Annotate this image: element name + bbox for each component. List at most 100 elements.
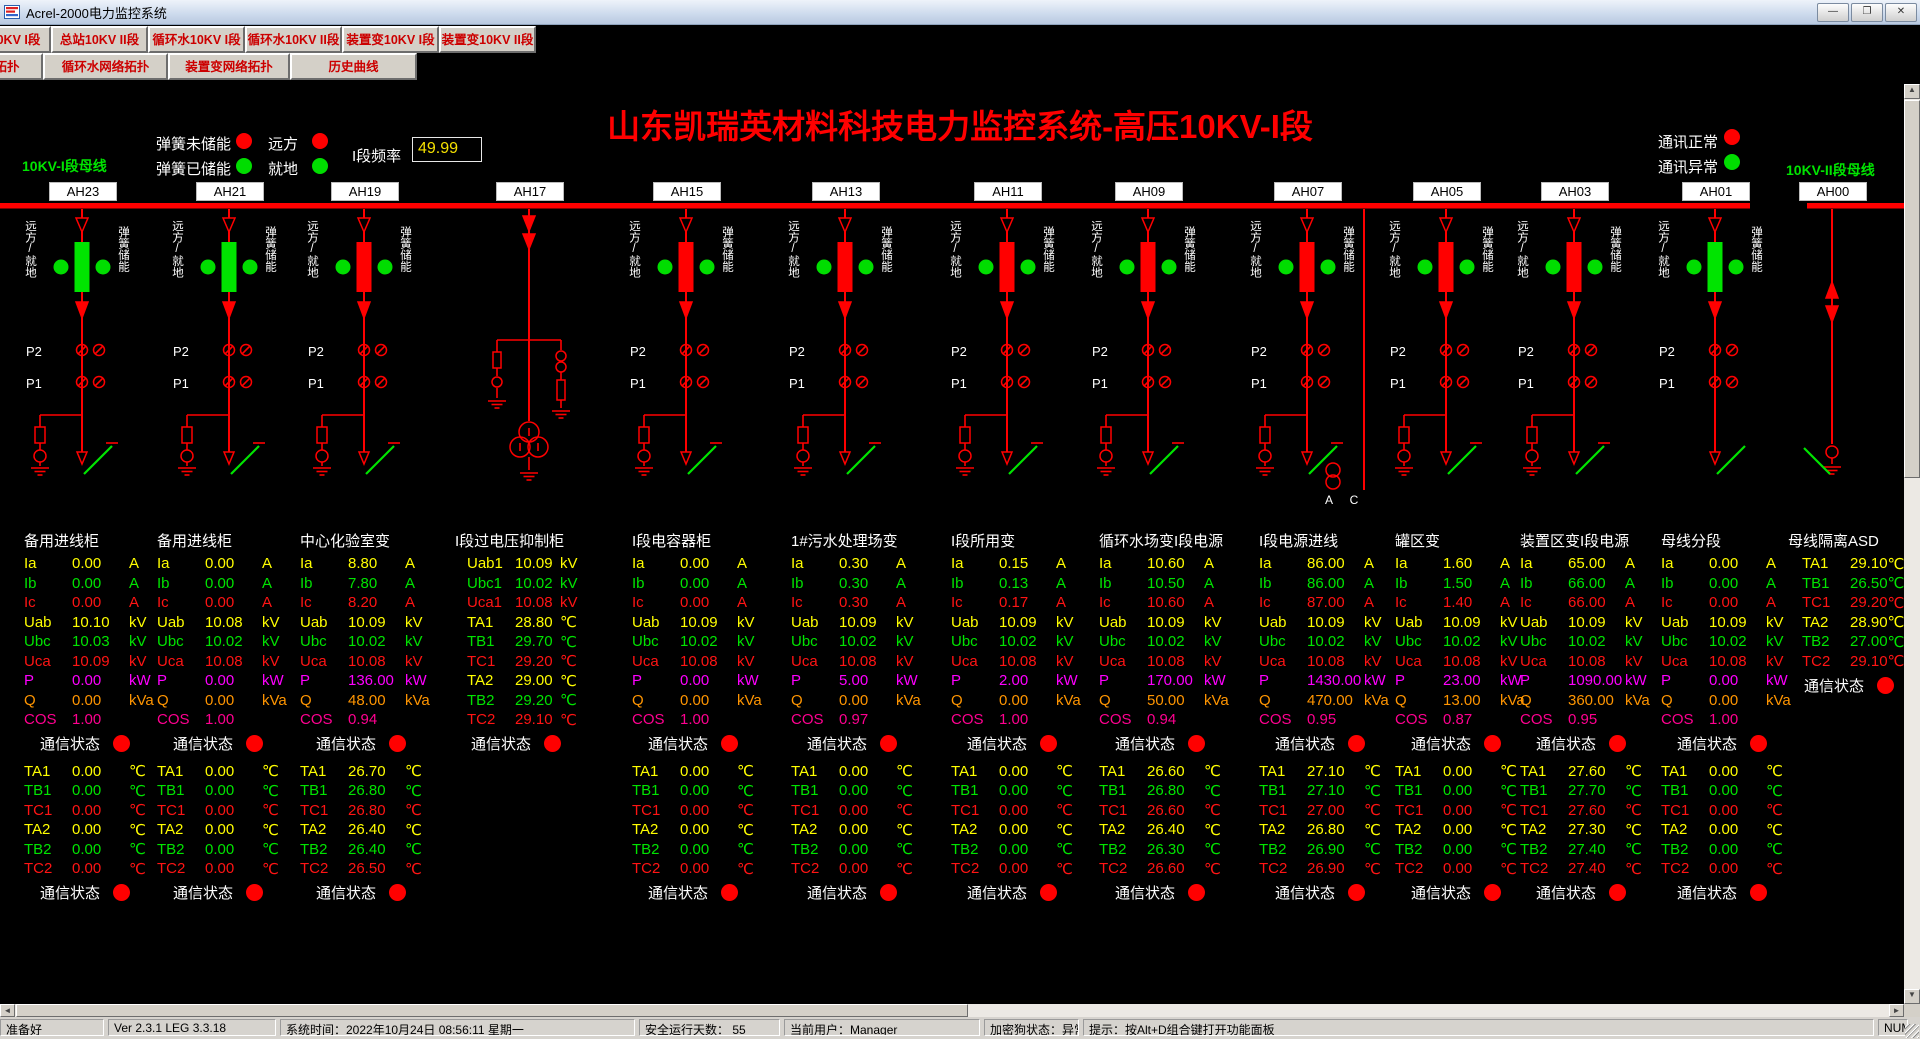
- measurement-row: Q 13.00 kVa: [1395, 691, 1525, 709]
- horizontal-scroll-thumb[interactable]: [16, 1004, 968, 1017]
- comm-status-row: 通信状态: [1661, 732, 1793, 756]
- scroll-down-button[interactable]: ▼: [1904, 989, 1920, 1004]
- feeder-column-AH21: 备用进线柜 Ia 0.00 A Ib 0.00 A Ic 0.00 A Uab 10.08 kV Ubc 1…: [157, 530, 289, 911]
- status-panel-7: NUM: [1878, 1019, 1908, 1036]
- ah-label-AH09: AH09: [1115, 182, 1183, 201]
- scroll-right-button[interactable]: ►: [1889, 1004, 1904, 1017]
- measurement-row: TC2 26.60 ℃: [1099, 860, 1221, 878]
- breaker-AH23[interactable]: [74, 242, 90, 292]
- measurement-row: TA2 26.40 ℃: [300, 821, 422, 839]
- measurement-row: TA2 0.00 ℃: [1661, 821, 1783, 839]
- measurement-row: TB1 0.00 ℃: [157, 782, 279, 800]
- breaker-AH09[interactable]: [1140, 242, 1156, 292]
- svg-text:远方/就地: 远方/就地: [949, 220, 962, 278]
- feeder-name: 中心化验室变: [300, 533, 391, 550]
- svg-text:P1: P1: [630, 376, 646, 391]
- scroll-left-button[interactable]: ◄: [0, 1004, 15, 1017]
- breaker-AH11[interactable]: [999, 242, 1015, 292]
- measurement-row: TA1 26.60 ℃: [1099, 762, 1221, 781]
- menu-button-循环水10KV I段[interactable]: 循环水10KV I段: [148, 26, 245, 53]
- breaker-AH15[interactable]: [678, 242, 694, 292]
- comm-status-row: 通信状态: [455, 732, 587, 756]
- scroll-up-button[interactable]: ▲: [1904, 84, 1920, 99]
- measurement-row: Ia 65.00 A: [1520, 555, 1636, 573]
- measurement-row: TA2 26.40 ℃: [1099, 821, 1221, 839]
- breaker-AH21[interactable]: [221, 242, 237, 292]
- resize-grip[interactable]: [1905, 1024, 1919, 1038]
- menu-button-装置变网络拓扑[interactable]: 装置变网络拓扑: [168, 53, 290, 80]
- menu-button-总站10KV I段[interactable]: 总站10KV I段: [0, 26, 51, 53]
- comm-status-indicator: [721, 735, 739, 752]
- comm-status-label: 通信状态: [807, 736, 868, 753]
- feeder-column-AH03: 装置区变I段电源 Ia 65.00 A Ib 66.00 A Ic 66.00 A Uab 10.09…: [1520, 530, 1652, 911]
- breaker-AH19[interactable]: [356, 242, 372, 292]
- svg-text:P2: P2: [1390, 344, 1406, 359]
- measurement-row: Uca 10.08 kV: [1099, 652, 1222, 670]
- measurement-row: P 0.00 kW: [157, 672, 284, 690]
- minimize-button[interactable]: —: [1817, 3, 1849, 22]
- measurement-row: Q 360.00 kVa: [1520, 691, 1650, 709]
- measurement-row: TB2 27.40 ℃: [1520, 840, 1642, 859]
- measurement-row: Ic 1.40 A: [1395, 594, 1511, 612]
- comm-status-row: 通信状态: [1520, 732, 1652, 756]
- breaker-AH07[interactable]: [1299, 242, 1315, 292]
- measurement-row: Ib 86.00 A: [1259, 574, 1375, 592]
- menu-button-装置变10KV II段[interactable]: 装置变10KV II段: [439, 26, 536, 53]
- breaker-AH05[interactable]: [1438, 242, 1454, 292]
- feeder-circuit-AH07: 远方/就地 弹簧储能 P2 P1 A C: [1249, 209, 1358, 507]
- close-button[interactable]: ✕: [1885, 3, 1917, 22]
- measurement-row: COS 0.94: [300, 711, 378, 729]
- maximize-button[interactable]: ❐: [1851, 3, 1883, 22]
- bus1-label: 10KV-I段母线: [22, 158, 107, 174]
- menu-button-历史曲线[interactable]: 历史曲线: [290, 53, 417, 80]
- svg-text:远方/就地: 远方/就地: [787, 220, 800, 278]
- svg-text:P1: P1: [1518, 376, 1534, 391]
- horizontal-scrollbar[interactable]: ◄ ►: [0, 1004, 1904, 1017]
- measurement-row: Ia 86.00 A: [1259, 555, 1375, 573]
- feeder-name: 母线隔离ASD: [1788, 533, 1879, 550]
- measurement-row: TA1 0.00 ℃: [951, 762, 1073, 781]
- feeder-name: 1#污水处理场变: [791, 533, 898, 550]
- comm-status-indicator: [1877, 676, 1895, 694]
- feeder-circuit-AH15: 远方/就地 弹簧储能 P2 P1: [628, 209, 734, 476]
- comm-status-row: 通信状态: [951, 881, 1083, 905]
- menu-button-总站10KV II段[interactable]: 总站10KV II段: [51, 26, 148, 53]
- measurement-row: Uca1 10.08 kV: [467, 594, 578, 612]
- vertical-scroll-thumb[interactable]: [1904, 100, 1920, 478]
- comm-status-indicator: [113, 735, 131, 752]
- feeder-name: 罐区变: [1395, 533, 1441, 550]
- svg-text:P1: P1: [173, 376, 189, 391]
- measurement-row: P 0.00 kW: [632, 672, 759, 690]
- menu-button-装置变10KV I段[interactable]: 装置变10KV I段: [342, 26, 439, 53]
- measurement-row: P 23.00 kW: [1395, 672, 1522, 690]
- menu-button-循环水网络拓扑[interactable]: 循环水网络拓扑: [43, 53, 168, 80]
- measurement-row: TB1 0.00 ℃: [632, 782, 754, 800]
- ah-label-AH21: AH21: [196, 182, 264, 201]
- vertical-scrollbar[interactable]: ▲ ▼: [1904, 84, 1920, 1004]
- measurement-row: Uca 10.08 kV: [951, 652, 1074, 670]
- comm-status-indicator: [1609, 884, 1627, 901]
- breaker-AH13[interactable]: [837, 242, 853, 292]
- breaker-AH01[interactable]: [1707, 242, 1723, 292]
- menu-button-循环水10KV II段[interactable]: 循环水10KV II段: [245, 26, 342, 53]
- measurement-row: P 1090.00 kW: [1520, 672, 1647, 690]
- svg-text:弹簧储能: 弹簧储能: [1342, 225, 1355, 273]
- frequency-label: I段频率: [352, 148, 402, 165]
- measurement-row: TB2 0.00 ℃: [1661, 840, 1783, 859]
- ah-label-AH07: AH07: [1274, 182, 1342, 201]
- comm-status-indicator: [389, 884, 407, 901]
- menu-button-总站网络拓扑[interactable]: 总站网络拓扑: [0, 53, 43, 80]
- measurement-row: TA2 27.30 ℃: [1520, 821, 1642, 839]
- measurement-row: Ia 0.00 A: [1661, 555, 1777, 573]
- ah-label-AH17: AH17: [496, 182, 564, 201]
- measurement-row: TC2 0.00 ℃: [791, 860, 913, 878]
- measurement-row: TC1 29.20 ℃: [1802, 594, 1905, 612]
- measurement-row: TC2 29.10 ℃: [467, 711, 577, 729]
- breaker-AH03[interactable]: [1566, 242, 1582, 292]
- feeder-circuit-AH11: 远方/就地 弹簧储能 P2 P1: [949, 209, 1055, 476]
- measurement-row: Ubc1 10.02 kV: [467, 574, 578, 592]
- svg-text:弹簧储能: 弹簧储能: [1750, 225, 1763, 273]
- comm-status-label: 通信状态: [1804, 677, 1865, 695]
- feeder-circuit-AH00: [1803, 209, 1841, 475]
- measurement-row: Uab 10.09 kV: [1099, 613, 1222, 631]
